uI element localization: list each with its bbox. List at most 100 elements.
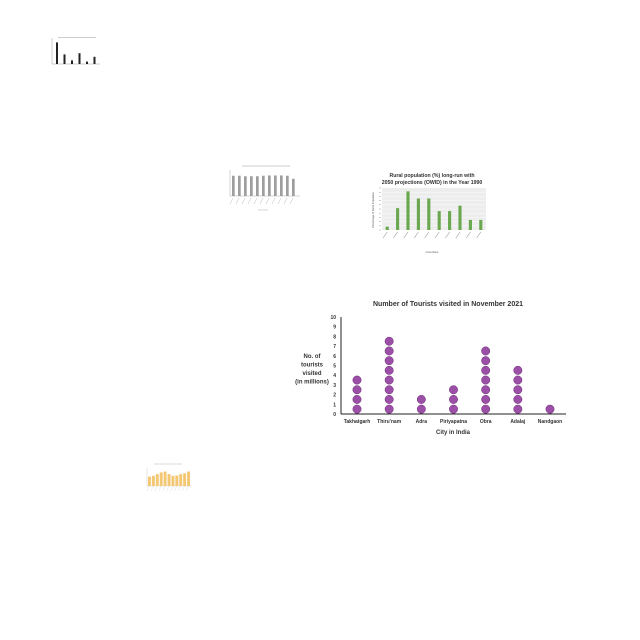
y-axis-label-line: No. of [304,354,322,360]
rural-chart-xlabel: Countries [426,250,439,254]
rural-bar [427,198,431,230]
thumb-yellow-bar [151,475,155,486]
rural-x-tick-mark [403,231,409,239]
data-point-marker [481,346,491,356]
data-point-marker [384,395,394,404]
rural-x-tick-mark [434,231,440,239]
rural-x-tick-mark [413,231,419,239]
thumb-dark-bar [86,61,88,64]
data-point-marker [416,395,426,404]
y-tick-label: 10 [330,315,336,321]
data-point-marker [449,395,458,404]
thumb-yellow-tick-mark [150,486,154,492]
data-point-marker [513,404,523,414]
rural-bar [437,211,441,230]
data-point-marker [545,404,555,414]
y-tick-label: 7 [333,344,336,350]
thumb-grey-bar [274,175,277,196]
rural-bar [396,208,400,230]
y-tick-label: 4 [333,373,336,379]
thumb-grey-tick-mark [253,197,258,205]
rural-bar [468,219,472,230]
x-tick-label: Adalaj [510,419,526,425]
rural-bar [385,226,389,230]
data-point-marker [449,404,458,414]
thumb-yellow-bar [159,472,163,486]
data-point-marker [481,375,491,385]
rural-chart-title-line2: 2050 projections (OWID) in the Year 1990 [382,180,483,186]
thumb-yellow-tick-mark [178,486,181,492]
x-tick-label: Thiru'nam [377,419,402,425]
data-point-marker [481,395,491,404]
data-point-marker [352,385,362,395]
data-point-marker [384,385,394,395]
thumb-dark-bar [78,53,81,64]
thumb-grey-tick-mark [271,197,276,205]
thumb-grey-bar [286,175,289,196]
y-axis-ticks: 0 1 2 3 4 5 6 7 8 9 10 [330,315,336,418]
thumb-grey-tick-mark [247,197,252,205]
x-axis-ticks: Takhatgarh Thiru'nam Adra Piriyapatna Obra Ad… [344,419,563,425]
thumb-yellow-bar [171,475,175,486]
thumb-grey-bar [250,176,253,196]
y-tick-label: 1 [333,402,336,408]
data-markers [352,336,555,414]
y-axis-label-line: tourists [301,363,324,369]
data-point-marker [481,404,491,414]
rural-bar [406,191,410,230]
data-point-marker [352,395,362,404]
y-tick-label: 8 [333,334,336,340]
thumb-yellow-tick-mark [170,486,173,492]
thumb-yellow-tick-mark [166,486,169,492]
y-axis-label-line: visited [302,371,321,377]
thumbnail-chart-yellow [146,463,192,492]
thumb-yellow-tick-mark [174,486,177,492]
x-tick-label: Adra [416,419,428,425]
y-tick-label: 9 [333,325,336,331]
x-axis-label: City in India [436,430,471,436]
rural-bar [479,219,483,230]
thumb-yellow-bar [187,471,191,486]
rural-chart-ylabel: Percentage of Rural Population [371,191,375,228]
thumb-yellow-tick-mark [146,486,150,492]
y-axis-label: No. of tourists visited (in millions) [295,354,329,386]
thumbnail-chart-grey [229,165,300,211]
data-point-marker [513,395,523,404]
data-point-marker [352,404,362,414]
thumb-yellow-tick-mark [154,486,158,492]
rural-x-tick-mark [465,231,471,239]
thumb-yellow-tick-mark [185,486,189,492]
thumb-grey-tick-mark [229,197,234,205]
data-point-marker [416,404,426,414]
thumb-grey-bar [262,175,265,196]
thumb-yellow-tick-mark [181,486,185,492]
thumb-yellow-bar [175,475,179,486]
rural-chart-title-line1: Rural population (%) long-run with [389,173,474,179]
rural-x-tick-mark [455,231,461,239]
rural-x-tick-mark [445,231,450,239]
data-point-marker [513,375,523,385]
rural-x-tick-mark [382,231,388,239]
thumb-grey-tick-mark [235,197,240,205]
data-point-marker [384,346,394,356]
thumb-grey-bar [232,175,235,196]
thumb-grey-bar [268,175,271,196]
thumb-grey-bar [292,178,295,196]
data-point-marker [481,385,491,395]
thumb-dark-bar [56,42,58,64]
thumb-dark-bar [71,60,73,64]
data-point-marker [352,375,362,385]
x-tick-label: Piriyapatna [440,419,467,425]
thumb-grey-tick-mark [241,197,246,205]
y-tick-label: 3 [333,383,336,389]
thumb-grey-tick-mark [265,197,270,205]
thumb-yellow-bar [179,474,183,486]
tourists-dot-chart: Number of Tourists visited in November 2… [295,301,566,436]
data-point-marker [481,365,491,375]
thumb-yellow-bar [155,474,159,486]
data-point-marker [481,356,491,366]
y-axis-label-line: (in millions) [295,380,329,386]
thumb-grey-tick-mark [259,197,264,205]
y-tick-label: 0 [333,412,336,418]
y-tick-label: 6 [333,354,336,360]
